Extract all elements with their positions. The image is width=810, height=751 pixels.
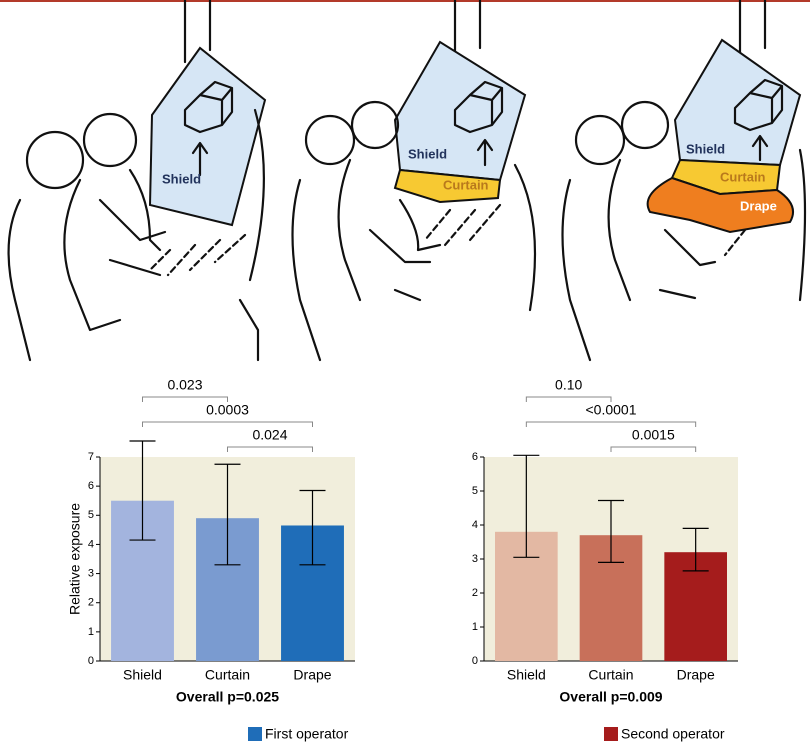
legend-swatch	[248, 727, 262, 741]
y-tick-label: 0	[88, 655, 94, 667]
y-tick-label: 2	[472, 587, 478, 599]
x-axis-label: Overall p=0.009	[559, 689, 662, 705]
x-tick-label: Drape	[293, 667, 331, 683]
panel-label: Shield	[162, 171, 201, 186]
x-tick-label: Curtain	[205, 667, 250, 683]
p-value: 0.0003	[206, 402, 249, 418]
x-tick-label: Curtain	[588, 667, 633, 683]
legend-label: First operator	[265, 726, 349, 742]
y-tick-label: 4	[88, 538, 94, 550]
p-value: 0.023	[167, 377, 202, 393]
y-tick-label: 2	[88, 597, 94, 609]
p-value: 0.10	[555, 377, 582, 393]
y-axis-label: Relative exposure	[67, 503, 83, 615]
figure: Shield Shield Curtain Shield Curtain Dra…	[0, 0, 810, 746]
panel-label: Shield	[686, 141, 725, 156]
p-value: 0.0015	[632, 427, 675, 443]
panel-label: Shield	[408, 146, 447, 161]
panel-label: Curtain	[443, 177, 489, 192]
y-tick-label: 6	[472, 451, 478, 463]
y-tick-label: 3	[88, 567, 94, 579]
y-tick-label: 7	[88, 451, 94, 463]
y-tick-label: 4	[472, 519, 478, 531]
p-value: 0.024	[252, 427, 287, 443]
y-tick-label: 5	[472, 485, 478, 497]
x-tick-label: Shield	[123, 667, 162, 683]
y-tick-label: 6	[88, 480, 94, 492]
legend-swatch	[604, 727, 618, 741]
x-axis-label: Overall p=0.025	[176, 689, 279, 705]
y-tick-label: 0	[472, 655, 478, 667]
y-tick-label: 1	[472, 621, 478, 633]
panel-label: Curtain	[720, 169, 766, 184]
y-tick-label: 5	[88, 509, 94, 521]
x-tick-label: Shield	[507, 667, 546, 683]
y-tick-label: 1	[88, 626, 94, 638]
x-tick-label: Drape	[677, 667, 715, 683]
y-tick-label: 3	[472, 553, 478, 565]
panel-label: Drape	[740, 198, 777, 213]
p-value: <0.0001	[586, 402, 637, 418]
legend-label: Second operator	[621, 726, 725, 742]
